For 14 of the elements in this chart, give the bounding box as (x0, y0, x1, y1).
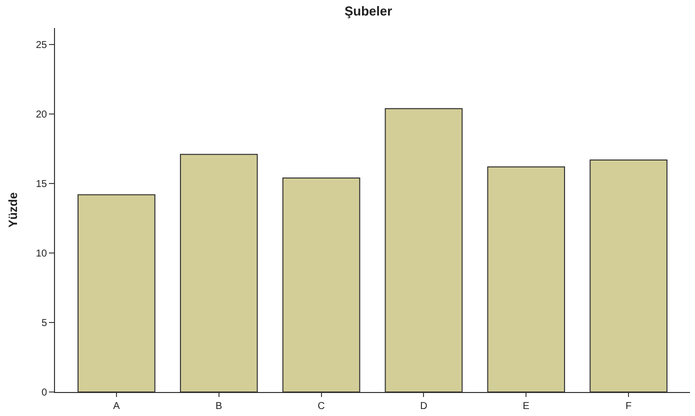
y-tick-label: 15 (36, 179, 48, 190)
x-tick-label: B (216, 401, 223, 412)
x-tick-label: E (522, 401, 530, 412)
y-tick-label: 25 (36, 40, 48, 52)
x-tick-label: F (625, 401, 632, 412)
y-axis-title: Yüzde (6, 192, 20, 228)
x-tick-label: A (113, 401, 120, 412)
y-tick-label: 5 (41, 318, 48, 330)
y-tick-label: 10 (36, 248, 48, 260)
y-tick-label: 20 (36, 110, 48, 121)
chart-title: Şubeler (344, 3, 392, 18)
x-tick-label: C (318, 401, 325, 412)
y-tick-label: 0 (41, 388, 48, 398)
x-tick-label: D (420, 401, 428, 412)
